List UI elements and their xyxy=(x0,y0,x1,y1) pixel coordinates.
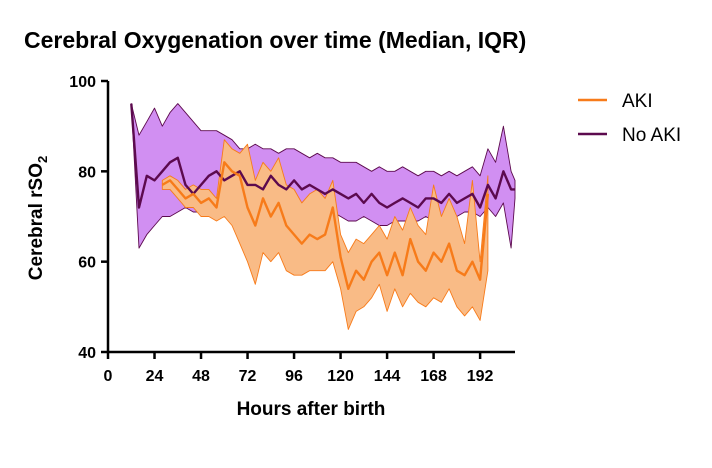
legend-label-aki: AKI xyxy=(622,91,653,112)
plot-area xyxy=(130,103,516,330)
x-axis-title: Hours after birth xyxy=(237,399,386,420)
x-tick-label: 0 xyxy=(104,368,113,385)
x-tick-label: 48 xyxy=(192,368,210,385)
no-aki-median-line xyxy=(130,103,515,209)
x-tick-label: 24 xyxy=(146,368,164,385)
x-tick-label: 96 xyxy=(285,368,303,385)
x-tick-label: 168 xyxy=(420,368,447,385)
y-axis-title-subscript: 2 xyxy=(35,156,50,163)
x-axis-ticks: 0 24 48 72 96 120 144 168 192 xyxy=(104,352,494,385)
x-tick-label: 144 xyxy=(374,368,401,385)
y-tick-label: 40 xyxy=(78,345,96,362)
y-axis-title: Cerebral rSO2 xyxy=(26,156,50,280)
y-tick-label: 60 xyxy=(78,255,96,272)
median-lines xyxy=(130,103,515,290)
y-tick-label: 80 xyxy=(78,164,96,181)
y-axis-ticks: 40 60 80 100 xyxy=(69,74,108,362)
legend-label-no-aki: No AKI xyxy=(622,125,681,146)
y-tick-label: 100 xyxy=(69,74,96,91)
y-axis-title-main: Cerebral rSO xyxy=(26,163,47,280)
x-tick-label: 120 xyxy=(327,368,354,385)
x-tick-label: 72 xyxy=(239,368,257,385)
chart-title: Cerebral Oxygenation over time (Median, … xyxy=(24,27,526,53)
iqr-bands xyxy=(130,103,516,330)
x-tick-label: 192 xyxy=(467,368,494,385)
aki-median-line xyxy=(161,161,490,290)
legend: AKI No AKI xyxy=(578,91,681,146)
